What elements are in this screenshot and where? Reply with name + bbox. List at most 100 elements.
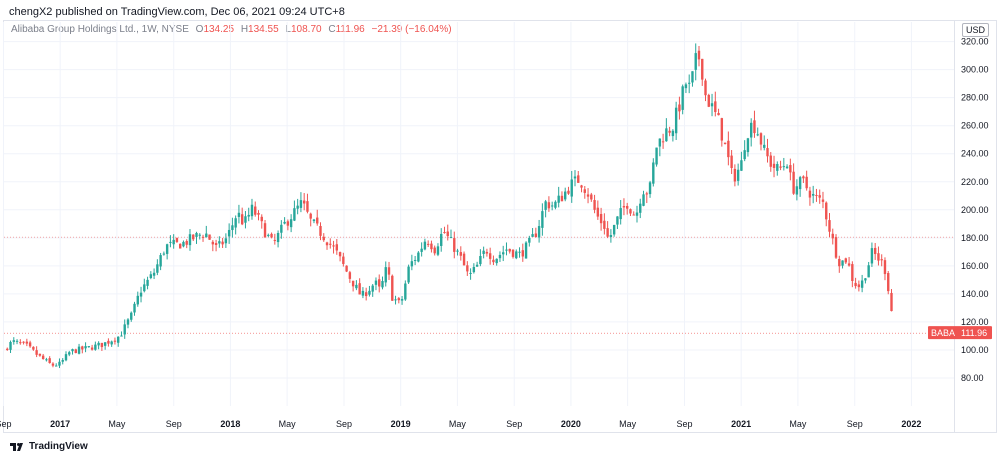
candle-body (756, 134, 759, 136)
candle-body (599, 213, 603, 224)
candle-body (851, 264, 854, 281)
candle-body (674, 107, 678, 134)
candle-body (90, 347, 94, 350)
candle-body (77, 346, 81, 354)
y-tick-label: 320.00 (961, 37, 989, 47)
candle-body (792, 171, 795, 194)
candle-body (400, 299, 404, 301)
candle-body (413, 259, 417, 261)
candle-body (694, 53, 697, 70)
candle-body (890, 292, 893, 312)
candle-body (547, 202, 551, 209)
candle-body (864, 278, 867, 281)
candle-body (25, 341, 29, 344)
x-tick-label: 2017 (50, 419, 70, 429)
candle-body (635, 212, 639, 216)
candle-body (629, 209, 632, 214)
candle-body (877, 253, 880, 261)
candle-body (74, 349, 77, 354)
candle-body (430, 243, 433, 250)
candle-body (244, 216, 247, 223)
candle-body (475, 264, 479, 267)
candle-body (619, 208, 622, 220)
candle-body (609, 235, 613, 238)
candle-body (603, 220, 606, 229)
branding[interactable]: TradingView (9, 441, 88, 452)
candle-body (201, 236, 205, 238)
y-tick-label: 140.00 (961, 289, 989, 299)
candle-body (110, 341, 113, 345)
open-value: 134.25 (203, 24, 235, 35)
candle-body (120, 335, 123, 337)
candle-body (661, 141, 665, 143)
price-axis-separator (954, 20, 955, 433)
candle-body (746, 138, 750, 153)
candle-body (531, 234, 534, 237)
candle-body (178, 243, 182, 249)
candle-body (270, 233, 273, 238)
price-axis: 80.00 100.00 120.00 140.00 160.00 180.00 200.0… (961, 37, 989, 383)
last-price-badge: BABA 111.96 (928, 326, 992, 340)
candle-body (387, 267, 391, 275)
open-label: O (195, 24, 204, 35)
candle-body (472, 266, 476, 273)
candle-body (159, 255, 162, 267)
candle-body (188, 234, 192, 246)
candle-body (586, 194, 590, 197)
candle-body (316, 217, 319, 224)
publish-info: chengX2 published on TradingView.com, De… (9, 6, 345, 18)
candle-body (306, 201, 309, 212)
candle-body (162, 253, 166, 255)
candle-body (260, 216, 263, 222)
y-tick-label: 260.00 (961, 121, 989, 131)
currency-button[interactable]: USD (962, 23, 990, 37)
candle-body (58, 361, 61, 366)
candle-body (828, 220, 831, 232)
candle-body (55, 365, 58, 367)
candle-body (48, 358, 51, 364)
candle-body (596, 207, 600, 217)
candle-body (779, 166, 782, 168)
candle-body (283, 221, 286, 224)
candle-body (652, 162, 655, 184)
candle-body (710, 103, 714, 107)
candle-body (420, 248, 423, 252)
close-value: 111.96 (335, 24, 365, 35)
candle-body (165, 244, 169, 254)
candle-body (808, 190, 812, 198)
candle-body (622, 206, 626, 208)
candle-body (338, 252, 342, 257)
candle-body (560, 195, 564, 202)
candle-body (704, 80, 707, 96)
candle-body (257, 212, 260, 215)
badge-symbol: BABA (931, 328, 955, 338)
candle-body (691, 71, 694, 83)
candle-body (462, 253, 466, 266)
candle-body (407, 266, 410, 283)
candle-body (133, 303, 136, 313)
candle-body (276, 232, 280, 243)
candle-body (309, 213, 312, 219)
candle-body (32, 346, 35, 350)
candle-body (498, 254, 502, 259)
low-value: 108.70 (290, 24, 322, 35)
candle-body (378, 279, 381, 287)
y-tick-label: 240.00 (961, 149, 989, 159)
candle-body (231, 225, 234, 231)
last-price-badge-bg (928, 326, 992, 340)
candle-body (701, 58, 704, 80)
candle-body (590, 194, 593, 200)
candle-body (831, 233, 834, 239)
candle-body (730, 155, 733, 168)
candles (6, 43, 893, 369)
candle-body (841, 260, 844, 266)
candle-body (749, 122, 753, 138)
candle-body (237, 212, 241, 217)
candle-body (94, 344, 97, 350)
candle-body (887, 273, 890, 292)
candle-body (280, 224, 283, 233)
y-tick-label: 280.00 (961, 93, 989, 103)
candle-body (720, 118, 724, 141)
candle-body (348, 272, 352, 279)
